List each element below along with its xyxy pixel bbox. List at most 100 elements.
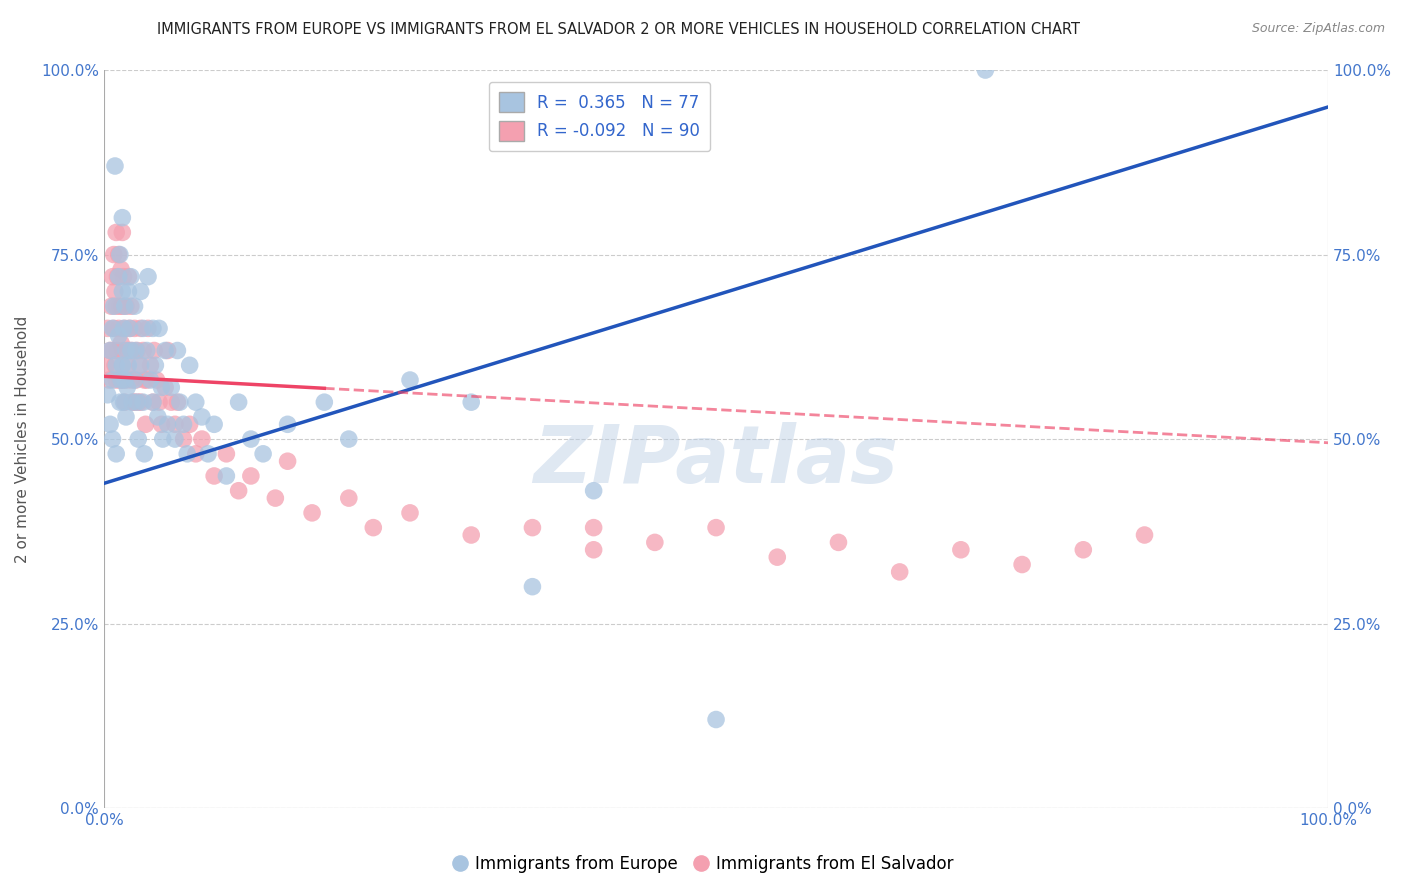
Point (105, 226, 128, 240)
Point (121, 395, 143, 409)
Point (163, 417, 186, 432)
Point (120, 269, 142, 284)
Point (122, 395, 145, 409)
Point (361, 521, 384, 535)
Point (160, 395, 183, 409)
Point (114, 299, 136, 313)
Point (115, 343, 138, 358)
Point (112, 321, 135, 335)
Point (110, 262, 132, 277)
Point (104, 159, 127, 173)
Point (112, 343, 135, 358)
Point (129, 395, 152, 409)
Point (108, 373, 131, 387)
Point (112, 269, 135, 284)
Point (132, 343, 155, 358)
Point (117, 343, 139, 358)
Point (173, 432, 195, 446)
Point (108, 395, 131, 409)
Point (399, 506, 422, 520)
Point (127, 395, 149, 409)
Point (132, 395, 155, 409)
Point (228, 395, 250, 409)
Point (197, 447, 219, 461)
Point (148, 321, 170, 335)
Point (110, 373, 132, 387)
Point (522, 580, 544, 594)
Point (152, 432, 174, 446)
Point (105, 447, 128, 461)
Legend: Immigrants from Europe, Immigrants from El Salvador: Immigrants from Europe, Immigrants from … (446, 848, 960, 880)
Point (107, 343, 129, 358)
Point (107, 328, 129, 343)
Point (974, 63, 997, 78)
Point (949, 542, 972, 557)
Point (1133, 528, 1156, 542)
Point (146, 409, 169, 424)
Point (145, 358, 167, 372)
Point (107, 247, 129, 261)
Point (166, 343, 188, 358)
Point (264, 491, 287, 505)
Point (125, 343, 148, 358)
Point (120, 343, 142, 358)
Point (125, 373, 148, 387)
Point (98, 343, 121, 358)
Point (110, 336, 132, 351)
Point (105, 299, 128, 313)
Point (121, 343, 143, 358)
Point (160, 380, 183, 394)
Point (143, 343, 166, 358)
Point (139, 373, 162, 387)
Point (107, 269, 129, 284)
Point (215, 447, 238, 461)
Point (169, 395, 191, 409)
Point (134, 373, 156, 387)
Point (176, 447, 198, 461)
Point (98, 417, 121, 432)
Point (120, 373, 142, 387)
Point (97, 373, 120, 387)
Point (111, 211, 134, 225)
Point (124, 373, 146, 387)
Point (179, 417, 201, 432)
Point (108, 247, 131, 261)
Point (103, 321, 125, 335)
Point (145, 373, 167, 387)
Point (115, 409, 138, 424)
Point (766, 550, 789, 565)
Point (163, 432, 186, 446)
Point (101, 269, 124, 284)
Point (105, 358, 128, 372)
Point (115, 380, 138, 394)
Y-axis label: 2 or more Vehicles in Household: 2 or more Vehicles in Household (15, 316, 30, 563)
Point (184, 447, 207, 461)
Point (120, 299, 142, 313)
Point (228, 483, 250, 498)
Point (135, 343, 157, 358)
Point (142, 321, 165, 335)
Point (150, 417, 173, 432)
Point (202, 469, 225, 483)
Point (277, 417, 299, 432)
Point (117, 285, 139, 299)
Point (704, 521, 727, 535)
Point (124, 299, 146, 313)
Text: Source: ZipAtlas.com: Source: ZipAtlas.com (1251, 22, 1385, 36)
Point (111, 226, 134, 240)
Point (1071, 542, 1094, 557)
Point (101, 373, 124, 387)
Point (125, 343, 148, 358)
Point (582, 483, 605, 498)
Point (460, 395, 482, 409)
Point (103, 247, 125, 261)
Point (139, 358, 162, 372)
Point (136, 321, 159, 335)
Point (124, 321, 146, 335)
Point (314, 395, 336, 409)
Point (98, 343, 121, 358)
Point (156, 417, 179, 432)
Point (124, 395, 146, 409)
Point (105, 373, 128, 387)
Point (111, 358, 134, 372)
